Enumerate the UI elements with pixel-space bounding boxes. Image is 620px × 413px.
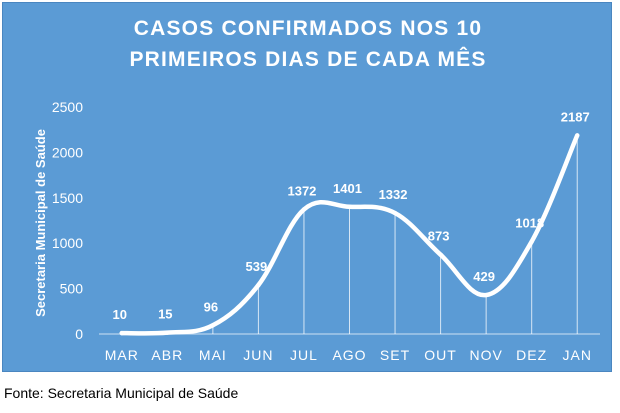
data-label: 1401: [333, 181, 362, 196]
y-tick-label: 2500: [52, 99, 83, 115]
data-point: [483, 292, 489, 298]
data-label: 1372: [287, 183, 316, 198]
x-tick-label: MAI: [199, 347, 227, 363]
x-tick-label: DEZ: [516, 347, 547, 363]
x-tick-label: OUT: [424, 347, 457, 363]
chart-title-line-1: CASOS CONFIRMADOS NOS 10: [133, 17, 483, 40]
chart-title-line-2: PRIMEIROS DIAS DE CADA MÊS: [129, 48, 487, 71]
line-chart: 0 500 1000 1500 2000 2500 Secretaria Municipal…: [33, 99, 600, 363]
series-line: [119, 133, 580, 336]
data-point: [529, 239, 534, 244]
data-point: [392, 210, 398, 216]
y-tick-label: 1000: [52, 235, 83, 251]
data-label: 429: [473, 269, 495, 284]
data-point: [575, 133, 580, 138]
x-tick-label: JUN: [243, 347, 273, 363]
data-point: [347, 204, 352, 209]
data-label: 2187: [561, 109, 590, 124]
chart-panel: CASOS CONFIRMADOS NOS 10 PRIMEIROS DIAS …: [2, 2, 612, 372]
data-label: 539: [246, 259, 268, 274]
x-tick-label: AGO: [332, 347, 366, 363]
x-tick-label: JAN: [563, 347, 592, 363]
x-tick-label: JUL: [290, 347, 318, 363]
source-caption: Fonte: Secretaria Municipal de Saúde: [4, 385, 239, 401]
y-tick-label: 1500: [52, 190, 83, 206]
data-point: [165, 330, 170, 335]
data-label: 10: [113, 307, 127, 322]
x-tick-label: NOV: [469, 347, 502, 363]
y-axis-label: Secretaria Municipal de Saúde: [33, 129, 48, 317]
data-label: 96: [204, 299, 218, 314]
data-point: [438, 252, 443, 257]
y-tick-label: 2000: [52, 144, 83, 160]
x-tick-label: MAR: [105, 347, 139, 363]
data-point: [256, 282, 261, 288]
data-label: 1018: [515, 216, 544, 231]
data-point: [210, 323, 216, 328]
data-label: 873: [428, 229, 450, 244]
chart-title: CASOS CONFIRMADOS NOS 10 PRIMEIROS DIAS …: [3, 13, 613, 75]
x-tick-label: SET: [380, 347, 410, 363]
data-point: [301, 207, 307, 212]
data-point: [119, 330, 124, 336]
x-tick-label: ABR: [151, 347, 183, 363]
y-tick-label: 0: [75, 326, 83, 342]
y-tick-label: 500: [60, 281, 84, 297]
data-label: 1332: [379, 187, 408, 202]
data-label: 15: [158, 307, 172, 322]
